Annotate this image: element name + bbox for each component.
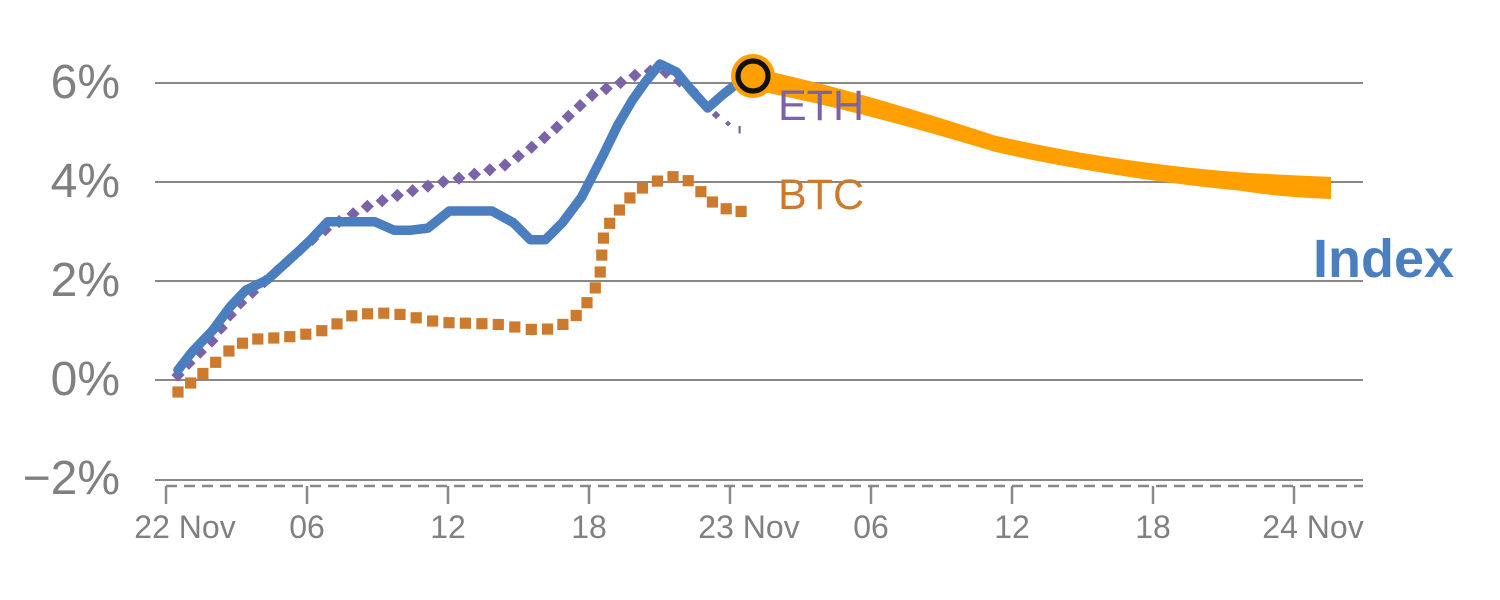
svg-text:ETH: ETH (778, 82, 864, 130)
svg-text:0%: 0% (51, 353, 120, 406)
svg-text:BTC: BTC (778, 171, 864, 219)
svg-text:06: 06 (289, 509, 325, 545)
svg-text:12: 12 (430, 509, 466, 545)
svg-text:18: 18 (1135, 509, 1171, 545)
svg-text:22 Nov: 22 Nov (134, 509, 235, 545)
svg-text:06: 06 (853, 509, 889, 545)
svg-text:2%: 2% (51, 254, 120, 307)
svg-text:24 Nov: 24 Nov (1262, 509, 1363, 545)
svg-text:23 Nov: 23 Nov (698, 509, 799, 545)
svg-text:Index: Index (1313, 229, 1454, 289)
svg-text:18: 18 (571, 509, 607, 545)
svg-text:4%: 4% (51, 155, 120, 208)
svg-text:−2%: −2% (23, 452, 120, 505)
svg-text:6%: 6% (51, 56, 120, 109)
svg-text:12: 12 (994, 509, 1030, 545)
